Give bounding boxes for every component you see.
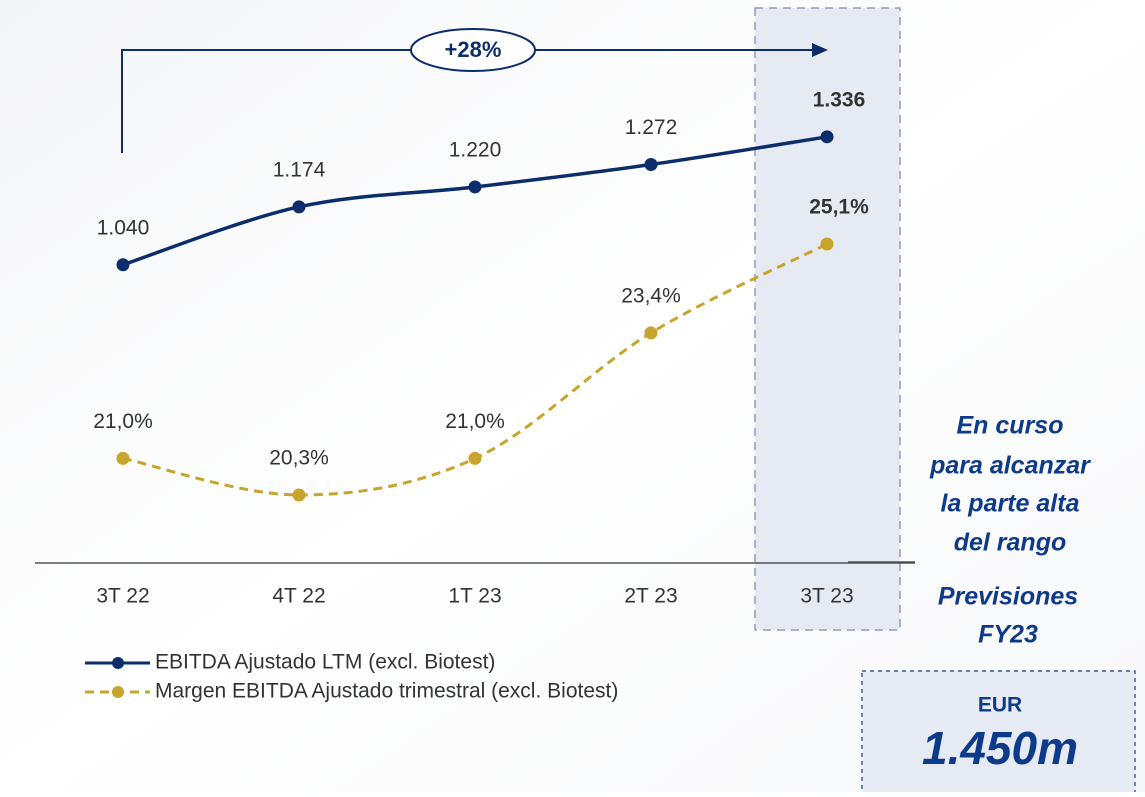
- x-tick-label: 3T 22: [96, 585, 149, 608]
- data-label: 23,4%: [621, 284, 681, 307]
- legend-marker: [112, 686, 124, 698]
- side-note: para alcanzar: [929, 452, 1091, 480]
- legend-label: EBITDA Ajustado LTM (excl. Biotest): [155, 651, 495, 674]
- data-point: [468, 180, 482, 194]
- data-label: 21,0%: [445, 410, 505, 433]
- data-label: 1.336: [813, 88, 866, 111]
- x-tick-label: 3T 23: [800, 585, 853, 608]
- data-label: 20,3%: [269, 447, 329, 470]
- arrow-head: [812, 43, 828, 57]
- highlight-band: [754, 7, 901, 631]
- data-label: 21,0%: [93, 410, 153, 433]
- data-label: 1.272: [625, 116, 678, 139]
- legend-marker: [112, 657, 124, 669]
- data-label: 1.174: [273, 158, 326, 181]
- data-point: [820, 237, 834, 251]
- x-tick-label: 4T 22: [272, 585, 325, 608]
- x-tick-label: 1T 23: [448, 585, 501, 608]
- side-note: del rango: [954, 529, 1067, 557]
- data-point: [644, 326, 658, 340]
- guidance-value: 1.450m: [922, 722, 1078, 774]
- data-point: [116, 258, 130, 272]
- guidance-title: Previsiones: [938, 583, 1078, 611]
- legend-label: Margen EBITDA Ajustado trimestral (excl.…: [155, 680, 618, 703]
- data-label: 1.220: [449, 139, 502, 162]
- side-note: En curso: [957, 412, 1064, 440]
- guidance-unit: EUR: [978, 694, 1022, 717]
- guidance-box: [861, 670, 1136, 797]
- data-point: [468, 451, 482, 465]
- data-point: [116, 451, 130, 465]
- data-point: [292, 200, 306, 214]
- data-label: 25,1%: [809, 196, 869, 219]
- growth-label: +28%: [445, 37, 502, 62]
- growth-arrow: [121, 49, 812, 153]
- guidance-title: FY23: [978, 621, 1038, 649]
- data-point: [644, 157, 658, 171]
- side-note: la parte alta: [941, 490, 1080, 518]
- data-label: 1.040: [97, 216, 150, 239]
- data-point: [292, 488, 306, 502]
- growth-oval: [410, 28, 536, 72]
- data-point: [820, 130, 834, 144]
- x-tick-label: 2T 23: [624, 585, 677, 608]
